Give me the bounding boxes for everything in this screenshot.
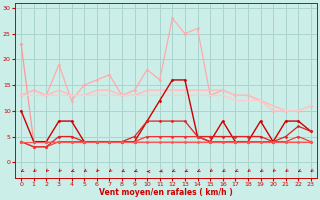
X-axis label: Vent moyen/en rafales ( km/h ): Vent moyen/en rafales ( km/h ) [99,188,233,197]
